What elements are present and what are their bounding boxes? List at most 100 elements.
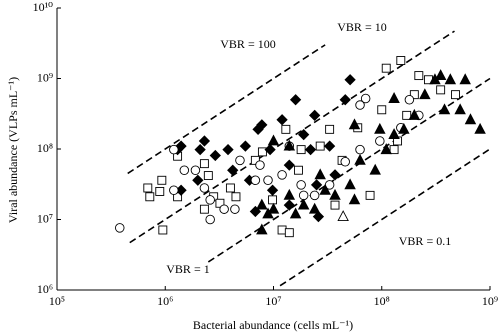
square-point	[199, 204, 209, 214]
vbr-line	[127, 44, 326, 175]
y-tick-label: 10⁷	[37, 211, 53, 225]
circle-point	[219, 204, 229, 214]
triangle-point	[337, 210, 349, 222]
diamond-point	[276, 114, 288, 126]
triangle-point	[267, 202, 280, 214]
diamond-point	[329, 169, 341, 181]
circle-point	[169, 144, 179, 155]
square-point	[284, 228, 294, 238]
square-point	[231, 192, 241, 202]
diamond-point	[227, 164, 239, 176]
vbr-line	[279, 148, 491, 287]
triangle-point	[380, 143, 392, 155]
y-tick-label: 10⁹	[37, 70, 53, 84]
y-axis-title: Viral abundance (VLPs mL⁻¹)	[6, 77, 20, 223]
diamond-point	[192, 174, 204, 186]
diamond-point	[312, 210, 325, 223]
square-point	[396, 56, 406, 65]
square-point	[315, 141, 325, 151]
x-axis-title: Bacterial abundance (cells mL⁻¹)	[193, 318, 353, 332]
triangle-point	[434, 69, 447, 81]
triangle-point	[348, 193, 361, 205]
circle-point	[115, 223, 125, 233]
circle-point	[169, 185, 179, 195]
square-point	[157, 175, 167, 185]
diamond-point	[264, 143, 276, 156]
triangle-point	[464, 113, 477, 125]
vbr-label: VBR = 10	[337, 20, 386, 34]
square-point	[199, 159, 209, 169]
circle-point	[309, 190, 320, 201]
circle-point	[250, 175, 261, 186]
vbr-label: VBR = 1	[166, 262, 209, 276]
diamond-point	[209, 149, 221, 162]
x-tick-label: 10⁷	[265, 294, 281, 308]
triangle-point	[289, 207, 302, 219]
circle-point	[235, 155, 245, 166]
square-point	[158, 225, 168, 235]
triangle-point	[283, 188, 296, 200]
square-point	[143, 183, 153, 193]
triangle-point	[388, 92, 400, 103]
diamond-point	[289, 94, 302, 106]
diamond-point	[222, 143, 234, 156]
circle-point	[277, 170, 287, 180]
y-tick-label: 10⁶	[37, 282, 53, 296]
square-point	[409, 90, 419, 100]
triangle-point	[398, 122, 410, 134]
diamond-point	[309, 109, 321, 121]
circle-point	[255, 160, 265, 170]
triangle-point	[369, 163, 381, 175]
square-point	[293, 165, 303, 175]
diamond-point	[339, 94, 351, 106]
diamond-point	[175, 140, 187, 152]
circle-point	[375, 136, 385, 146]
square-point	[257, 147, 267, 157]
diamond-point	[298, 128, 310, 141]
diamond-point	[194, 143, 206, 156]
triangle-point	[348, 118, 361, 130]
circle-point	[340, 156, 350, 167]
square-point	[330, 200, 340, 210]
x-tick-label: 10⁸	[374, 294, 390, 308]
triangle-point	[319, 183, 331, 195]
square-point	[268, 195, 278, 205]
triangle-point	[329, 188, 341, 200]
x-tick-label: 10⁶	[157, 294, 173, 308]
circle-point	[298, 190, 309, 201]
x-tick-label: 10⁵	[49, 294, 65, 308]
circle-point	[296, 180, 306, 190]
square-point	[145, 192, 155, 202]
triangle-point	[267, 134, 280, 146]
vbr-label: VBR = 0.1	[399, 234, 451, 248]
diamond-point	[198, 135, 211, 147]
circle-point	[404, 94, 415, 105]
x-tick-label: 10⁹	[482, 294, 498, 308]
circle-point	[355, 100, 365, 110]
triangle-point	[314, 168, 326, 180]
circle-point	[199, 183, 210, 193]
triangle-point	[344, 178, 356, 190]
square-point	[389, 145, 399, 155]
square-point	[296, 145, 306, 155]
circle-point	[179, 165, 190, 175]
triangle-point	[419, 88, 431, 100]
circle-point	[230, 204, 240, 214]
triangle-point	[454, 103, 466, 115]
triangle-point	[297, 198, 310, 210]
square-point	[365, 190, 375, 200]
square-point	[155, 186, 165, 196]
circle-point	[360, 93, 371, 104]
square-point	[414, 71, 424, 81]
circle-point	[190, 165, 201, 175]
triangle-point	[388, 128, 400, 140]
square-point	[381, 63, 391, 73]
triangle-point	[444, 73, 457, 85]
diamond-point	[344, 74, 356, 86]
circle-point	[355, 144, 365, 155]
triangle-point	[283, 139, 296, 151]
triangle-point	[354, 153, 366, 165]
triangle-point	[408, 108, 421, 120]
square-point	[281, 124, 291, 134]
